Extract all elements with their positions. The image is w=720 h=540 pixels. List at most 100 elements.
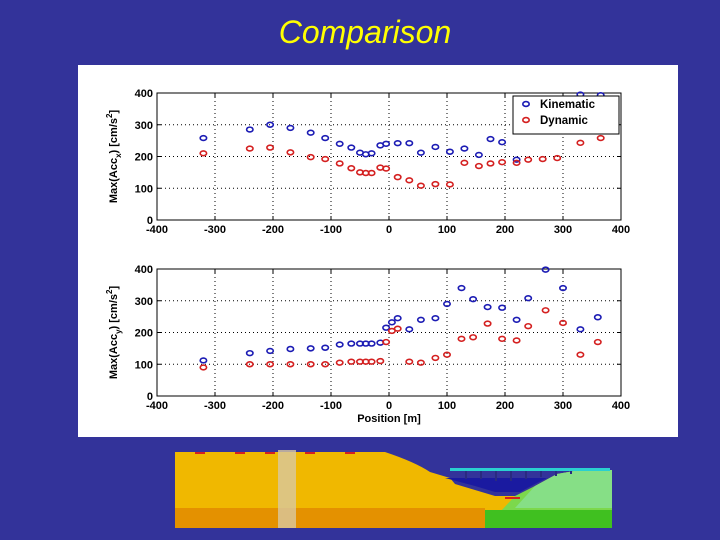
marker-dynamic	[474, 162, 483, 170]
structure-piers	[465, 471, 572, 481]
legend-label-dynamic: Dynamic	[540, 115, 589, 127]
x-tick-label: -100	[320, 400, 342, 412]
x-tick-label: -100	[320, 224, 342, 236]
marker-kinematic	[512, 156, 521, 163]
x-tick-label: 400	[612, 400, 630, 412]
x-tick-label: -200	[262, 224, 284, 236]
marker-kinematic	[347, 144, 356, 151]
marker-dynamic	[266, 361, 275, 368]
marker-kinematic	[457, 284, 466, 292]
marker-kinematic	[335, 341, 344, 348]
marker-kinematic	[460, 145, 469, 152]
legend-marker-dynamic	[521, 116, 530, 124]
marker-dynamic	[199, 150, 208, 157]
marker-dynamic	[469, 334, 478, 341]
y-tick-label: 100	[135, 359, 153, 371]
marker-kinematic	[306, 129, 315, 136]
marker-kinematic	[593, 314, 602, 321]
highlight-band	[278, 450, 296, 528]
marker-dynamic	[335, 160, 344, 167]
marker-dynamic	[498, 159, 507, 166]
marker-kinematic	[321, 344, 330, 351]
marker-dynamic	[347, 165, 356, 172]
marker-kinematic	[445, 148, 454, 155]
marker-kinematic	[405, 326, 414, 333]
marker-dynamic	[405, 358, 414, 365]
surface-markers	[195, 452, 520, 499]
marker-kinematic	[199, 357, 208, 364]
marker-dynamic	[286, 361, 295, 368]
marker-dynamic	[286, 149, 295, 156]
marker-dynamic	[445, 181, 454, 188]
marker-dynamic	[576, 139, 585, 147]
y-tick-label: 200	[135, 328, 153, 340]
marker-dynamic	[498, 335, 507, 343]
marker-dynamic	[376, 357, 385, 365]
y-tick-label: 0	[147, 391, 153, 403]
figure-panel: -400 -300 -200 -100 0 100 200 300 400 0 100 200 300 4…	[78, 65, 678, 437]
marker-dynamic	[382, 338, 391, 346]
marker-kinematic	[486, 135, 495, 143]
legend-marker-kinematic	[521, 100, 530, 108]
marker-kinematic	[524, 295, 533, 302]
marker-dynamic	[347, 358, 356, 365]
marker-kinematic	[541, 266, 550, 273]
marker-dynamic	[245, 361, 254, 368]
marker-kinematic	[498, 139, 507, 146]
x-tick-label: -200	[262, 400, 284, 412]
marker-dynamic	[321, 361, 330, 368]
marker-dynamic	[512, 159, 521, 167]
marker-dynamic	[266, 144, 275, 151]
y-tick-label: 400	[135, 88, 153, 100]
structure-deck	[450, 468, 610, 471]
marker-kinematic	[558, 284, 567, 292]
marker-kinematic	[498, 304, 507, 311]
marker-kinematic	[416, 149, 425, 156]
x-tick-label: -400	[146, 224, 168, 236]
marker-kinematic	[199, 134, 208, 142]
cross-section-illustration	[175, 450, 615, 528]
marker-kinematic	[347, 340, 356, 347]
marker-dynamic	[367, 358, 376, 365]
bedrock-layer	[175, 508, 485, 528]
marker-kinematic	[245, 349, 254, 357]
marker-kinematic	[416, 316, 425, 324]
marker-kinematic	[266, 121, 275, 128]
marker-kinematic	[306, 345, 315, 352]
trench-fill	[445, 478, 547, 492]
y-tick-label: 300	[135, 296, 153, 308]
marker-kinematic	[442, 300, 451, 308]
x-tick-label: 100	[438, 224, 456, 236]
marker-kinematic	[405, 139, 414, 147]
marker-kinematic	[245, 126, 254, 133]
x-tick-label: 200	[496, 400, 514, 412]
marker-dynamic	[457, 335, 466, 343]
marker-kinematic	[512, 316, 521, 324]
y-tick-label: 0	[147, 215, 153, 227]
x-axis-title: Position [m]	[357, 413, 421, 425]
marker-kinematic	[266, 347, 275, 355]
marker-kinematic	[431, 315, 440, 322]
marker-dynamic	[596, 134, 605, 142]
x-tick-label: 300	[554, 400, 572, 412]
marker-dynamic	[367, 169, 376, 177]
y-tick-label: 300	[135, 120, 153, 132]
marker-dynamic	[483, 320, 492, 327]
x-tick-label: 100	[438, 400, 456, 412]
marker-dynamic	[393, 325, 402, 332]
x-tick-label: 0	[386, 400, 392, 412]
marker-kinematic	[286, 124, 295, 132]
marker-dynamic	[321, 155, 330, 163]
marker-dynamic	[306, 153, 315, 161]
marker-dynamic	[306, 361, 315, 368]
y-axis-title: Max(Accx) [cm/s2]	[105, 110, 123, 204]
marker-kinematic	[286, 345, 295, 353]
marker-kinematic	[431, 143, 440, 151]
chart-1: -400 -300 -200 -100 0 100 200 300 400 0 100 200 300 4…	[105, 88, 630, 236]
x-tick-label: 200	[496, 224, 514, 236]
marker-dynamic	[393, 173, 402, 181]
marker-dynamic	[558, 319, 567, 327]
marker-dynamic	[512, 337, 521, 344]
marker-dynamic	[593, 338, 602, 346]
y-tick-label: 200	[135, 152, 153, 164]
